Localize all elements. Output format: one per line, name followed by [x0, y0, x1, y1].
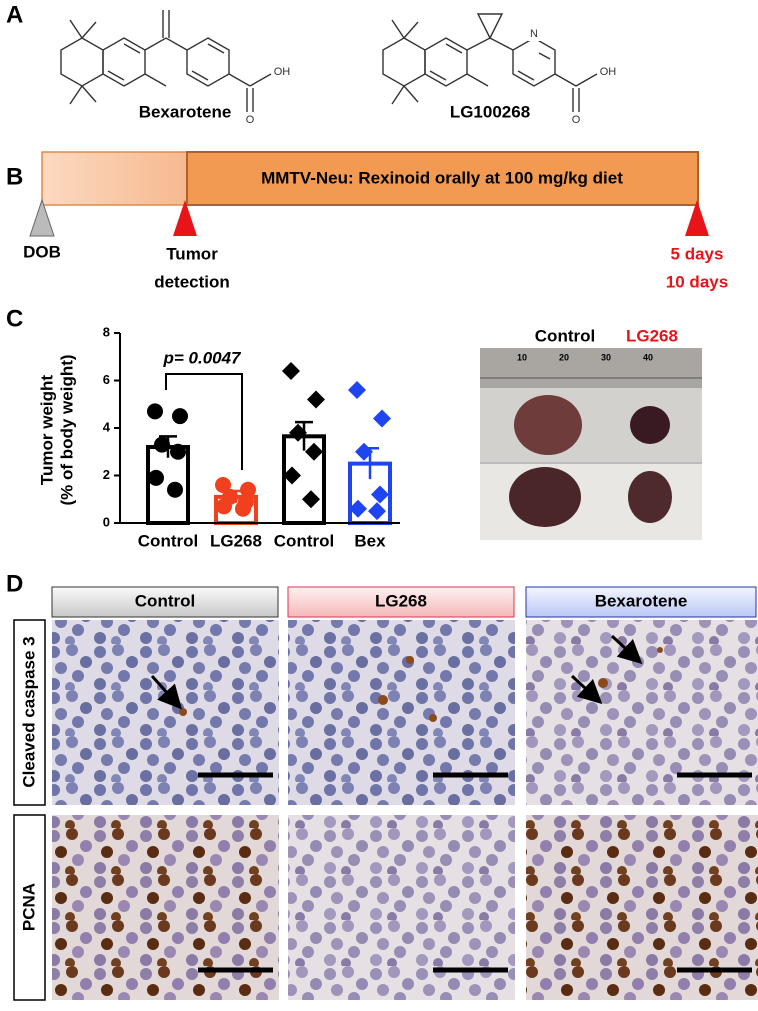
column-header — [287, 586, 515, 618]
y-axis-label: (% of body weight) — [57, 354, 76, 505]
timeline-label: MMTV-Neu: Rexinoid orally at 100 mg/kg d… — [261, 168, 623, 187]
data-point — [154, 436, 170, 453]
data-point — [215, 477, 231, 493]
data-point — [371, 485, 389, 504]
photo-label: Control — [535, 326, 595, 345]
ruler-tick: 30 — [601, 352, 611, 362]
atom-label: O — [246, 114, 255, 126]
arrow — [610, 634, 643, 665]
atom-label: N — [530, 28, 538, 40]
marker-label: Tumor — [166, 244, 218, 263]
column-title: Bexarotene — [595, 591, 688, 610]
panel-label: B — [6, 163, 23, 190]
scale-bars — [198, 772, 752, 973]
data-point — [289, 423, 307, 442]
timeline-treatment — [186, 151, 699, 206]
y-tick-label: 8 — [103, 324, 110, 339]
data-point — [355, 442, 373, 461]
data-point — [348, 381, 366, 399]
panel-label: A — [6, 1, 23, 28]
photo-label: LG268 — [626, 326, 678, 345]
atom-bg — [528, 27, 541, 41]
ruler — [480, 348, 702, 388]
data-point — [216, 498, 232, 515]
atom-label: O — [572, 114, 581, 126]
molecule-name: Bexarotene — [139, 102, 232, 121]
data-point — [148, 469, 164, 486]
data-point — [170, 443, 186, 460]
molecule-name: LG100268 — [450, 102, 530, 121]
data-point — [373, 409, 391, 428]
significance-bracket — [165, 373, 243, 470]
arrow — [570, 674, 603, 705]
x-tick-label: Bex — [354, 531, 386, 550]
tumor — [509, 467, 581, 527]
panel-label: D — [6, 570, 23, 597]
marker — [173, 200, 197, 236]
x-tick-label: LG268 — [210, 531, 262, 550]
data-point — [305, 442, 323, 461]
structure — [60, 10, 272, 112]
marker-label: 5 days — [671, 244, 724, 263]
data-point — [235, 500, 251, 517]
ruler-tick: 20 — [559, 352, 569, 362]
marker-label: detection — [154, 272, 230, 291]
column-title: LG268 — [375, 591, 427, 610]
annotation: p= 0.0047 — [162, 348, 242, 367]
chart: 0 2 4 6 8 Control LG268 Control Bex — [103, 324, 400, 550]
panel-label: C — [6, 305, 23, 332]
row-header — [13, 619, 46, 806]
data-point — [368, 502, 386, 521]
data-point — [302, 490, 320, 509]
atom-label: OH — [274, 66, 291, 78]
error-bar — [295, 420, 313, 451]
column-title: Control — [135, 591, 195, 610]
data-point — [283, 466, 301, 485]
data-point — [307, 390, 325, 409]
data-point — [172, 408, 188, 425]
data-point — [167, 481, 183, 498]
y-tick-label: 6 — [103, 372, 110, 387]
x-tick-label: Control — [138, 531, 198, 550]
structure — [382, 13, 598, 112]
data-point — [147, 403, 163, 420]
column-header — [525, 586, 757, 618]
x-tick-label: Control — [274, 531, 334, 550]
column-header — [51, 586, 279, 618]
y-tick-label: 2 — [103, 467, 110, 482]
data-point — [240, 481, 256, 498]
ruler-tick: 40 — [643, 352, 653, 362]
marker — [29, 198, 55, 237]
y-axis-label: Tumor weight — [37, 375, 56, 486]
ruler-tick: 10 — [517, 352, 527, 362]
marker — [685, 200, 709, 236]
atom-label: OH — [600, 66, 617, 78]
y-tick-label: 0 — [103, 514, 110, 529]
timeline-pre — [41, 151, 188, 206]
marker-label: DOB — [23, 242, 61, 261]
tumor — [628, 471, 672, 523]
marker-label: 10 days — [666, 272, 728, 291]
data-point — [282, 362, 300, 380]
row-title: PCNA — [19, 883, 38, 931]
tumor — [630, 406, 670, 444]
arrow — [150, 674, 183, 710]
row-header — [13, 814, 46, 1001]
row-title: Cleaved caspase 3 — [19, 636, 38, 787]
data-point — [349, 499, 367, 518]
tumor — [514, 395, 582, 455]
y-tick-label: 4 — [103, 419, 111, 434]
